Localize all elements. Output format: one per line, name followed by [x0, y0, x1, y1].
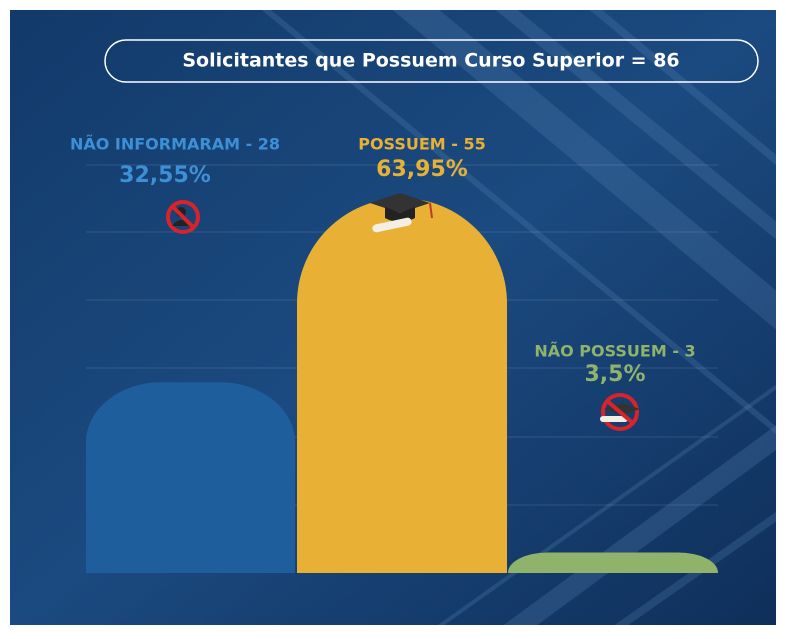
value-label: 63,95%: [376, 157, 468, 182]
icon-graduate: [370, 193, 433, 233]
bar: [86, 382, 295, 573]
chart-title: Solicitantes que Possuem Curso Superior …: [182, 50, 679, 72]
category-label: NÃO POSSUEM - 3: [534, 342, 695, 361]
category-label: NÃO INFORMARAM - 28: [70, 135, 280, 154]
value-label: 3,5%: [584, 362, 645, 387]
title-pill: [104, 39, 759, 83]
stripes: [261, 10, 776, 625]
bar: [297, 198, 507, 574]
category-label: POSSUEM - 55: [358, 135, 486, 154]
bar: [508, 552, 718, 573]
icon-no-degree: [600, 393, 640, 431]
icon-no-info: [166, 200, 200, 234]
value-label: 32,55%: [119, 163, 211, 188]
